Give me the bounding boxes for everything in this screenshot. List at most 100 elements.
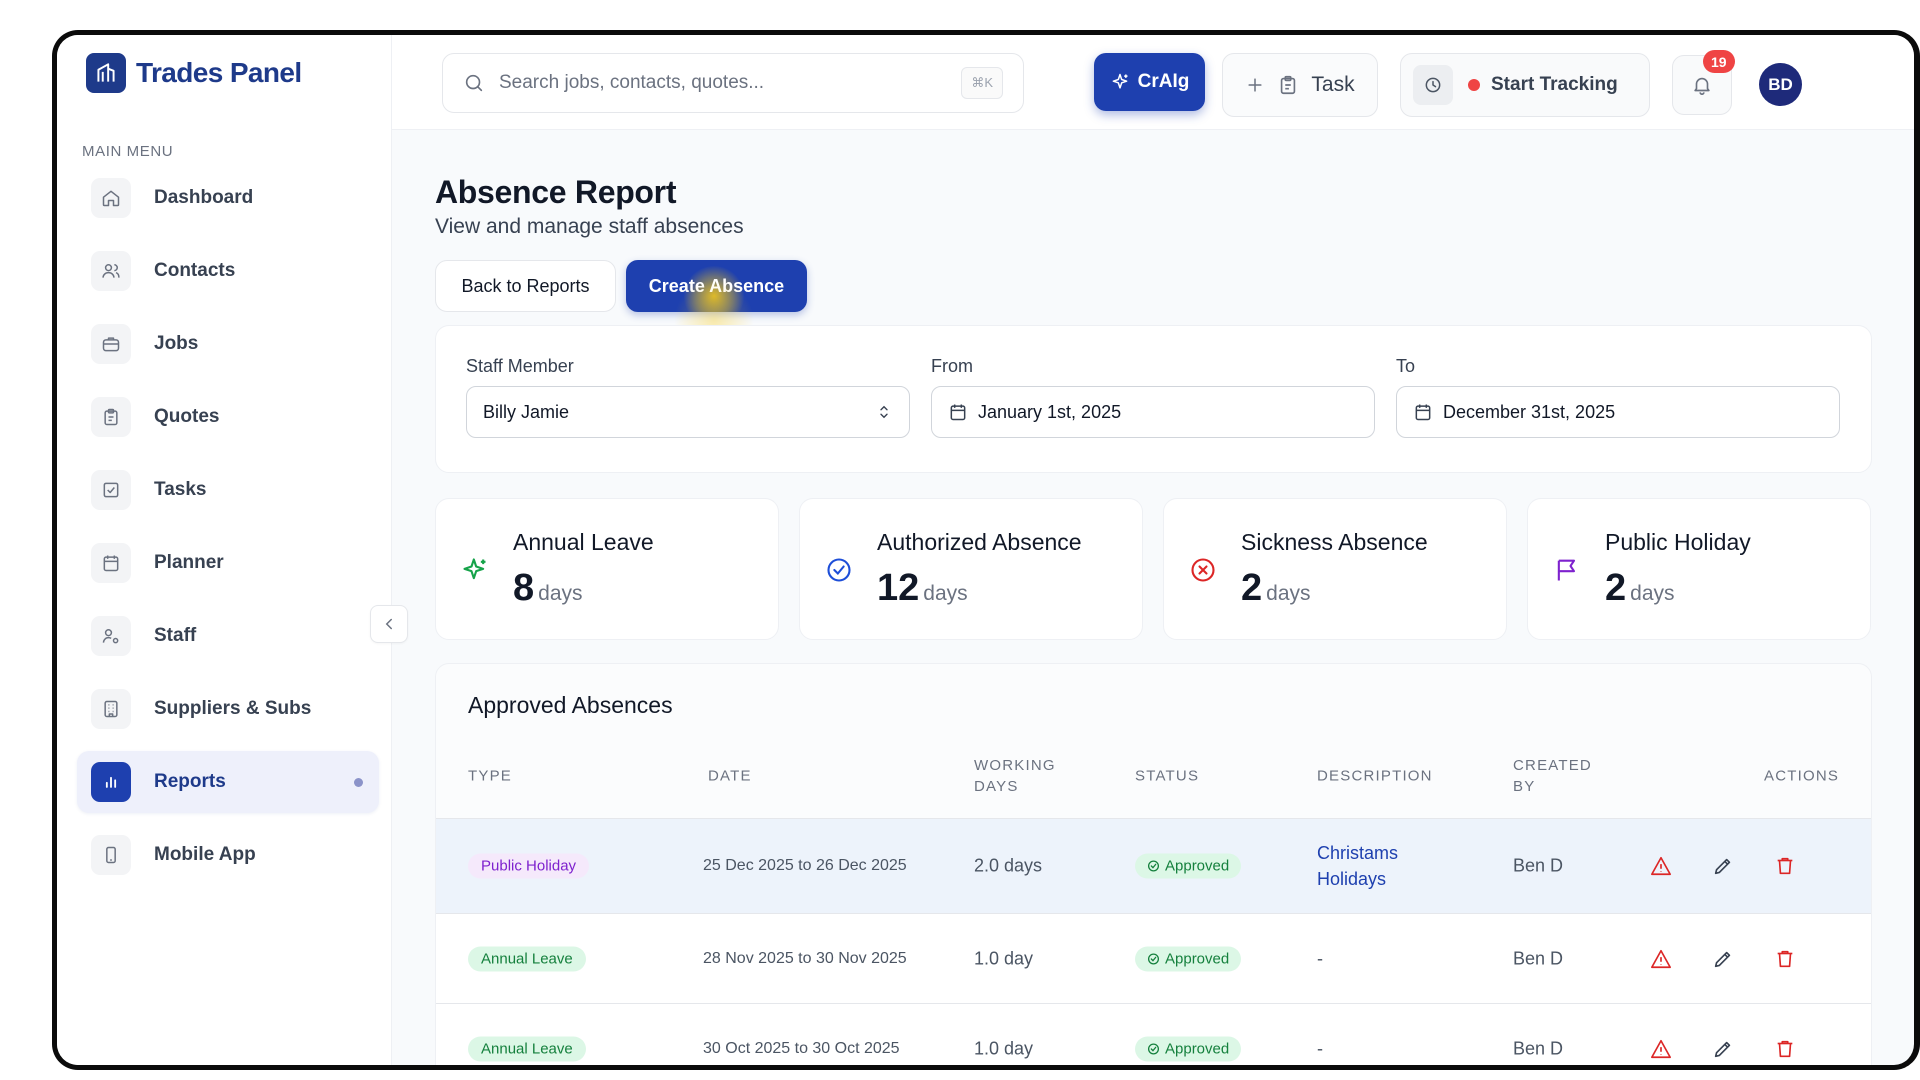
status-cell: Approved <box>1135 1036 1242 1061</box>
date-cell: 30 Oct 2025 to 30 Oct 2025 <box>703 1039 900 1057</box>
type-cell: Annual Leave <box>468 946 586 971</box>
edit-button[interactable] <box>1711 947 1735 971</box>
brand-logo-icon <box>86 53 126 93</box>
column-header-status: STATUS <box>1135 767 1200 785</box>
delete-button[interactable] <box>1773 1037 1797 1061</box>
sidebar-item-jobs[interactable]: Jobs <box>77 313 379 375</box>
create-absence-button[interactable]: Create Absence <box>626 260 807 312</box>
x-circle-icon <box>1189 556 1217 584</box>
working-days-cell: 2.0 days <box>974 855 1043 876</box>
table-row[interactable]: Annual Leave 30 Oct 2025 to 30 Oct 2025 … <box>436 1004 1871 1065</box>
description-line: Christams <box>1317 843 1399 863</box>
sidebar-item-mobile-app[interactable]: Mobile App <box>77 824 379 886</box>
sidebar-item-label: Mobile App <box>154 844 256 865</box>
edit-button[interactable] <box>1711 854 1735 878</box>
stat-value: 12 days <box>877 567 968 610</box>
header-line: BY <box>1513 778 1536 795</box>
active-indicator <box>354 778 363 787</box>
chevron-left-icon <box>385 618 392 630</box>
brand-name: Trades Panel <box>136 57 302 88</box>
stat-title: Sickness Absence <box>1241 529 1428 555</box>
flag-warning-button[interactable] <box>1649 1037 1673 1061</box>
approved-absences-table: Approved Absences TYPE DATE WORKING DAYS … <box>435 663 1872 1065</box>
flag-warning-button[interactable] <box>1649 947 1673 971</box>
stat-value: 8 days <box>513 567 583 610</box>
flag-icon <box>1553 556 1581 584</box>
from-date-value: January 1st, 2025 <box>978 401 1122 422</box>
staff-member-select[interactable]: Billy Jamie <box>466 386 910 438</box>
users-icon <box>91 251 131 291</box>
stat-card-sickness-absence: Sickness Absence 2 days <box>1163 498 1507 640</box>
table-row[interactable]: Public Holiday 25 Dec 2025 to 26 Dec 202… <box>436 819 1871 914</box>
stat-number: 8 <box>513 567 535 609</box>
alert-triangle-icon <box>1651 949 1671 968</box>
add-task-button[interactable]: Task <box>1222 53 1378 117</box>
created-by-cell: Ben D <box>1513 1038 1564 1058</box>
sidebar-item-tasks[interactable]: Tasks <box>77 459 379 521</box>
status-label: Approved <box>1165 950 1230 967</box>
stat-number: 2 <box>1241 567 1263 609</box>
delete-button[interactable] <box>1773 947 1797 971</box>
pencil-icon <box>1714 1041 1731 1057</box>
user-avatar[interactable]: BD <box>1759 63 1802 106</box>
home-icon <box>91 178 131 218</box>
description-cell[interactable]: Christams Holidays <box>1317 840 1398 892</box>
search-input[interactable]: Search jobs, contacts, quotes... ⌘K <box>442 53 1024 113</box>
craig-ai-button[interactable]: CrAIg <box>1094 53 1205 111</box>
stat-card-authorized-absence: Authorized Absence 12 days <box>799 498 1143 640</box>
sidebar-item-suppliers[interactable]: Suppliers & Subs <box>77 678 379 740</box>
task-label: Task <box>1311 73 1355 96</box>
smartphone-icon <box>91 835 131 875</box>
staff-member-field: Staff Member Billy Jamie <box>466 356 910 438</box>
flag-warning-button[interactable] <box>1649 854 1673 878</box>
main-content: Absence Report View and manage staff abs… <box>392 130 1914 1065</box>
description-link[interactable]: Christams Holidays <box>1317 840 1398 892</box>
main-menu: Dashboard Contacts Jobs Quotes Tasks Pla… <box>77 167 379 897</box>
delete-button[interactable] <box>1773 854 1797 878</box>
header-line: WORKING <box>974 757 1056 774</box>
sidebar-item-label: Quotes <box>154 406 220 427</box>
sidebar-item-quotes[interactable]: Quotes <box>77 386 379 448</box>
check-circle-icon <box>1147 952 1160 965</box>
edit-button[interactable] <box>1711 1037 1735 1061</box>
staff-member-label: Staff Member <box>466 356 574 376</box>
type-cell: Public Holiday <box>468 853 590 879</box>
sidebar-item-planner[interactable]: Planner <box>77 532 379 594</box>
status-label: Approved <box>1165 857 1230 875</box>
start-tracking-button[interactable]: Start Tracking <box>1400 53 1650 117</box>
sidebar-item-staff[interactable]: Staff <box>77 605 379 667</box>
stat-value: 2 days <box>1241 567 1311 610</box>
sidebar-item-dashboard[interactable]: Dashboard <box>77 167 379 229</box>
status-cell: Approved <box>1135 946 1242 971</box>
table-row[interactable]: Annual Leave 28 Nov 2025 to 30 Nov 2025 … <box>436 914 1871 1004</box>
header-line: CREATED <box>1513 757 1592 774</box>
brand[interactable]: Trades Panel <box>86 53 302 93</box>
sidebar-item-reports[interactable]: Reports <box>77 751 379 813</box>
sparkles-icon <box>461 556 489 584</box>
sidebar-item-label: Tasks <box>154 479 207 500</box>
bell-icon <box>1694 77 1710 95</box>
sidebar-item-label: Suppliers & Subs <box>154 698 312 719</box>
stat-title: Public Holiday <box>1605 529 1751 555</box>
from-date-picker[interactable]: January 1st, 2025 <box>931 386 1375 438</box>
to-date-picker[interactable]: December 31st, 2025 <box>1396 386 1840 438</box>
alert-triangle-icon <box>1651 856 1671 876</box>
table-header: TYPE DATE WORKING DAYS STATUS DESCRIPTION… <box>436 734 1871 819</box>
absence-stats: Annual Leave 8 days Authorized Absence 12… <box>435 498 1872 640</box>
stat-title: Authorized Absence <box>877 529 1082 555</box>
back-to-reports-button[interactable]: Back to Reports <box>435 260 616 312</box>
search-shortcut: ⌘K <box>961 67 1003 99</box>
main-menu-heading: MAIN MENU <box>82 143 174 160</box>
status-cell: Approved <box>1135 853 1242 879</box>
sidebar-item-contacts[interactable]: Contacts <box>77 240 379 302</box>
bar-chart-icon <box>91 762 131 802</box>
sidebar-item-label: Contacts <box>154 260 236 281</box>
description-line: Holidays <box>1317 869 1387 889</box>
building-icon <box>91 689 131 729</box>
description-cell: - <box>1317 948 1323 968</box>
pencil-icon <box>1714 951 1731 967</box>
search-icon <box>465 74 483 92</box>
created-by-cell: Ben D <box>1513 948 1564 968</box>
notifications-button[interactable]: 19 <box>1672 50 1735 115</box>
collapse-sidebar-button[interactable] <box>370 605 408 643</box>
